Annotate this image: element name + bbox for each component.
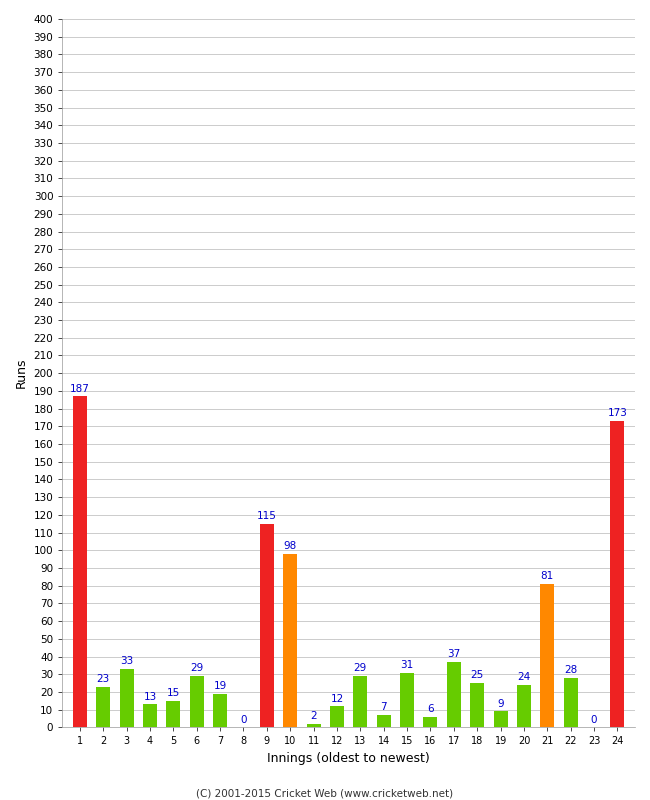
Bar bbox=[354, 676, 367, 727]
Bar bbox=[260, 524, 274, 727]
Text: 19: 19 bbox=[213, 681, 227, 691]
Bar bbox=[120, 669, 134, 727]
Bar bbox=[610, 421, 625, 727]
Text: (C) 2001-2015 Cricket Web (www.cricketweb.net): (C) 2001-2015 Cricket Web (www.cricketwe… bbox=[196, 788, 454, 798]
Bar bbox=[330, 706, 344, 727]
Bar bbox=[307, 724, 320, 727]
Text: 81: 81 bbox=[541, 571, 554, 582]
Text: 0: 0 bbox=[240, 714, 247, 725]
Bar bbox=[213, 694, 227, 727]
Bar bbox=[166, 701, 180, 727]
Text: 15: 15 bbox=[167, 688, 180, 698]
Bar bbox=[377, 715, 391, 727]
Text: 13: 13 bbox=[144, 692, 157, 702]
Bar bbox=[283, 554, 297, 727]
Text: 173: 173 bbox=[608, 408, 627, 418]
Text: 12: 12 bbox=[330, 694, 344, 703]
Text: 29: 29 bbox=[190, 663, 203, 674]
Bar bbox=[564, 678, 578, 727]
Bar bbox=[96, 686, 110, 727]
Text: 33: 33 bbox=[120, 656, 133, 666]
X-axis label: Innings (oldest to newest): Innings (oldest to newest) bbox=[267, 752, 430, 765]
Text: 24: 24 bbox=[517, 672, 530, 682]
Text: 98: 98 bbox=[283, 541, 297, 551]
Text: 7: 7 bbox=[380, 702, 387, 712]
Text: 6: 6 bbox=[427, 704, 434, 714]
Bar bbox=[447, 662, 461, 727]
Bar bbox=[540, 584, 554, 727]
Text: 115: 115 bbox=[257, 511, 277, 521]
Bar bbox=[190, 676, 203, 727]
Text: 9: 9 bbox=[497, 699, 504, 709]
Bar bbox=[73, 396, 87, 727]
Text: 0: 0 bbox=[591, 714, 597, 725]
Bar bbox=[400, 673, 414, 727]
Bar bbox=[517, 685, 531, 727]
Bar bbox=[470, 683, 484, 727]
Text: 28: 28 bbox=[564, 665, 577, 675]
Text: 2: 2 bbox=[310, 711, 317, 722]
Text: 29: 29 bbox=[354, 663, 367, 674]
Text: 187: 187 bbox=[70, 383, 90, 394]
Bar bbox=[143, 704, 157, 727]
Y-axis label: Runs: Runs bbox=[15, 358, 28, 389]
Text: 37: 37 bbox=[447, 650, 460, 659]
Text: 31: 31 bbox=[400, 660, 414, 670]
Text: 23: 23 bbox=[97, 674, 110, 684]
Bar bbox=[423, 717, 437, 727]
Text: 25: 25 bbox=[471, 670, 484, 681]
Bar bbox=[493, 711, 508, 727]
